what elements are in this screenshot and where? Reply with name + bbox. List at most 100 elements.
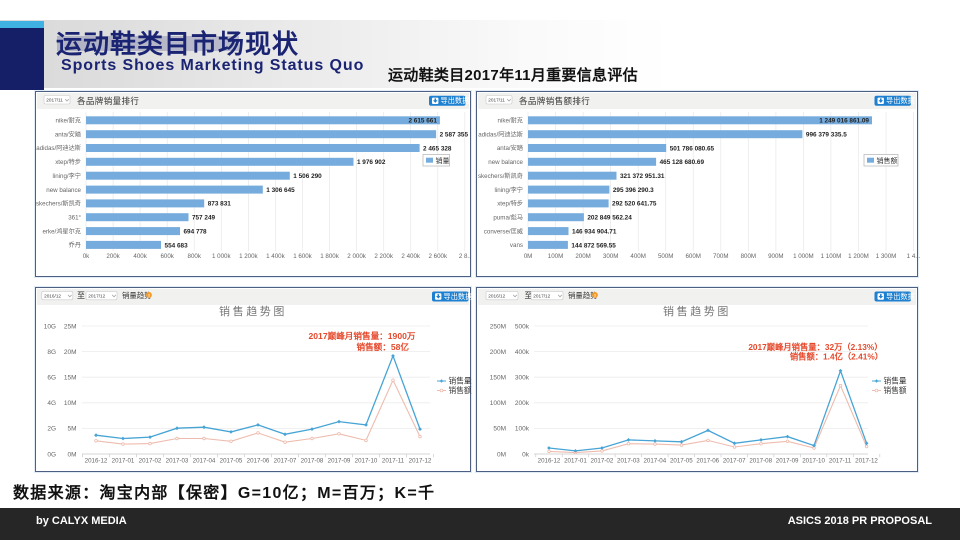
svg-text:2017/11: 2017/11 [46,98,63,103]
svg-text:2017-07: 2017-07 [274,457,297,464]
svg-text:500k: 500k [515,323,530,330]
svg-text:25M: 25M [64,323,77,330]
svg-text:new balance: new balance [488,159,523,166]
svg-text:1 4...: 1 4... [907,253,921,260]
svg-text:销量: 销量 [436,156,450,165]
svg-text:乔丹: 乔丹 [69,242,81,249]
svg-text:导出数据: 导出数据 [886,96,915,105]
svg-text:xtep/特步: xtep/特步 [497,200,523,208]
svg-text:2017巅峰月销售量：32万（2.13%）: 2017巅峰月销售量：32万（2.13%） [748,342,882,352]
svg-text:900M: 900M [768,253,783,260]
svg-text:1 100M: 1 100M [821,253,842,260]
svg-text:400k: 400k [515,349,530,356]
svg-text:2 600k: 2 600k [428,253,447,260]
svg-text:1 506 290: 1 506 290 [293,173,322,180]
svg-text:700M: 700M [713,253,728,260]
svg-text:20M: 20M [64,349,77,356]
svg-text:2017-09: 2017-09 [776,457,799,464]
svg-text:skechers/斯凯奇: skechers/斯凯奇 [36,200,81,208]
svg-text:2 615 661: 2 615 661 [408,118,437,125]
svg-text:new balance: new balance [46,187,81,194]
svg-text:2 8..: 2 8.. [459,253,471,260]
svg-text:10G: 10G [44,323,56,330]
svg-text:250M: 250M [490,323,506,330]
svg-text:销售趋势图: 销售趋势图 [663,304,731,318]
svg-text:554 683: 554 683 [165,242,189,249]
svg-text:2017-05: 2017-05 [220,457,243,464]
svg-text:销售量: 销售量 [449,376,472,386]
svg-text:8G: 8G [47,349,56,356]
svg-text:vans: vans [510,242,523,249]
svg-text:1 400k: 1 400k [266,253,285,260]
svg-text:501 786 080.65: 501 786 080.65 [670,145,715,152]
svg-text:导出数据: 导出数据 [441,96,470,105]
svg-text:1 000k: 1 000k [212,253,231,260]
svg-text:2017-06: 2017-06 [247,457,270,464]
svg-text:1 300M: 1 300M [876,253,897,260]
svg-text:2017-08: 2017-08 [301,457,324,464]
svg-text:2 400k: 2 400k [401,253,420,260]
svg-text:导出数据: 导出数据 [886,292,915,301]
svg-text:1 800k: 1 800k [320,253,339,260]
svg-text:2017-07: 2017-07 [723,457,746,464]
svg-text:0M: 0M [497,451,506,458]
svg-text:400M: 400M [630,253,645,260]
svg-text:600M: 600M [685,253,700,260]
svg-text:2G: 2G [47,426,56,433]
svg-text:4G: 4G [47,400,56,407]
svg-text:销量趋势: 销量趋势 [568,291,598,300]
svg-text:1 200k: 1 200k [239,253,258,260]
svg-text:1 976 902: 1 976 902 [357,159,386,166]
svg-text:0M: 0M [67,451,76,458]
svg-text:150M: 150M [490,375,506,382]
svg-text:6G: 6G [47,375,56,382]
svg-text:2017-03: 2017-03 [617,457,640,464]
svg-text:50M: 50M [493,426,506,433]
svg-text:100M: 100M [548,253,563,260]
svg-text:1 249 016 861.09: 1 249 016 861.09 [819,118,869,125]
svg-text:2017-04: 2017-04 [643,457,666,464]
svg-text:465 128 680.69: 465 128 680.69 [660,159,705,166]
svg-text:skechers/斯凯奇: skechers/斯凯奇 [478,172,523,180]
svg-text:2017/12: 2017/12 [533,293,550,298]
svg-text:2017-11: 2017-11 [829,457,852,464]
svg-text:600k: 600k [160,253,174,260]
svg-text:295 396 290.3: 295 396 290.3 [613,187,654,194]
svg-text:1 306 645: 1 306 645 [266,187,295,194]
svg-text:757 249: 757 249 [192,215,216,222]
svg-text:销售额: 销售额 [884,385,907,395]
svg-text:lining/李宁: lining/李宁 [52,172,81,180]
svg-text:2 200k: 2 200k [374,253,393,260]
svg-text:converse/匡威: converse/匡威 [484,227,523,235]
svg-text:adidas/阿迪达斯: adidas/阿迪达斯 [36,144,81,152]
svg-text:nike/耐克: nike/耐克 [498,117,523,125]
svg-text:erke/鸿星尔克: erke/鸿星尔克 [42,227,81,235]
svg-text:!: ! [594,293,596,299]
svg-text:销量趋势: 销量趋势 [122,291,152,300]
svg-text:200k: 200k [515,400,530,407]
svg-text:15M: 15M [64,375,77,382]
svg-text:2017-01: 2017-01 [112,457,135,464]
svg-text:2017-12: 2017-12 [855,457,878,464]
svg-text:500M: 500M [658,253,673,260]
svg-text:2016/12: 2016/12 [44,293,61,298]
svg-text:2017-09: 2017-09 [328,457,351,464]
svg-text:anta/安踏: anta/安踏 [497,144,524,152]
svg-text:2017-11: 2017-11 [382,457,405,464]
svg-text:销售量: 销售量 [884,376,907,386]
svg-text:873 831: 873 831 [208,201,232,208]
svg-text:2017-04: 2017-04 [193,457,216,464]
svg-text:至: 至 [525,291,533,300]
svg-text:lining/李宁: lining/李宁 [494,186,523,194]
svg-text:2017-12: 2017-12 [409,457,432,464]
svg-text:361°: 361° [68,214,81,221]
svg-text:2017-03: 2017-03 [166,457,189,464]
svg-text:0k: 0k [83,253,90,260]
svg-text:2016-12: 2016-12 [538,457,561,464]
svg-text:144 872 569.55: 144 872 569.55 [571,242,616,249]
svg-text:0G: 0G [47,451,56,458]
svg-text:销售额：58亿: 销售额：58亿 [356,341,409,352]
svg-text:2017-01: 2017-01 [564,457,587,464]
svg-text:2 000k: 2 000k [347,253,366,260]
svg-text:200M: 200M [575,253,590,260]
